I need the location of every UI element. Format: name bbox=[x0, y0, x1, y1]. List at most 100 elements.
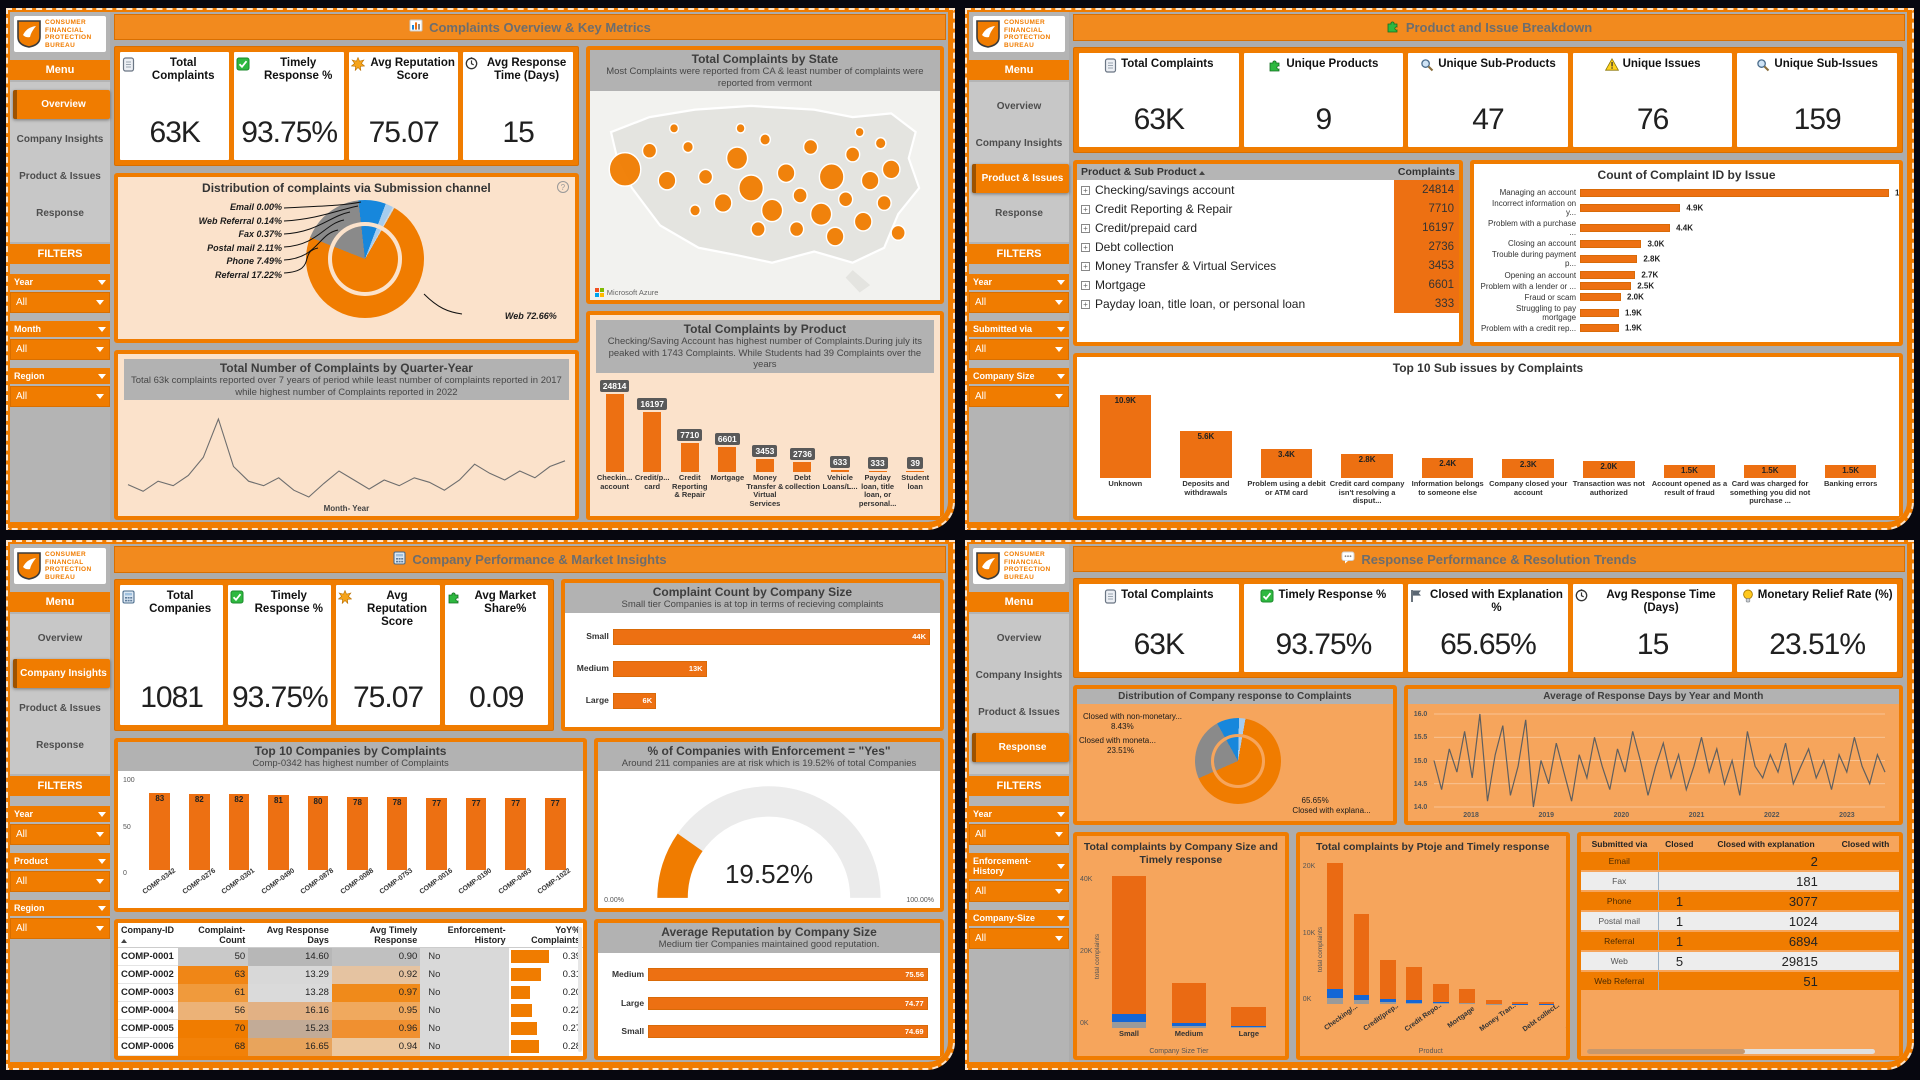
bar[interactable] bbox=[505, 798, 526, 870]
bar[interactable] bbox=[1580, 324, 1619, 333]
sidebar-item-response[interactable]: Response bbox=[995, 208, 1043, 219]
bar[interactable] bbox=[680, 443, 699, 472]
state-bubble[interactable] bbox=[713, 192, 733, 214]
hbar-row[interactable]: Problem with a lender or ... 2.5K bbox=[1480, 282, 1889, 291]
bar[interactable] bbox=[1580, 308, 1619, 317]
column-group[interactable]: 83 bbox=[140, 777, 180, 870]
table-row[interactable]: + Debt collection 2736 bbox=[1077, 237, 1460, 256]
hbar-row[interactable]: Small 74.69 bbox=[602, 1025, 928, 1039]
bar[interactable] bbox=[1580, 239, 1642, 248]
column-group[interactable]: 2736 bbox=[784, 380, 822, 472]
column-group[interactable]: 5.6K bbox=[1166, 386, 1247, 478]
sidebar-item-company-insights[interactable]: Company Insights bbox=[975, 138, 1063, 149]
table-row[interactable]: + Checking/savings account 24814 bbox=[1077, 180, 1460, 199]
bar[interactable]: 13K bbox=[612, 660, 707, 677]
table-row[interactable]: COMP-0005 70 15.23 0.96 No 0.27 bbox=[118, 1019, 583, 1038]
filter-dropdown-year[interactable]: All bbox=[10, 292, 110, 313]
state-bubble[interactable] bbox=[608, 151, 642, 187]
hbar-row[interactable]: Closing an account 3.0K bbox=[1480, 239, 1889, 248]
bar[interactable] bbox=[1824, 465, 1877, 478]
filter-dropdown-company-size[interactable]: All bbox=[969, 386, 1069, 407]
kpi-card-total-complaints[interactable]: Total Complaints 63K bbox=[1079, 584, 1239, 672]
table-row[interactable]: + Credit Reporting & Repair 7710 bbox=[1077, 199, 1460, 218]
column-header[interactable]: Closed bbox=[1665, 839, 1694, 849]
sidebar-item-company-insights[interactable]: Company Insights bbox=[975, 670, 1063, 681]
column-header[interactable]: Avg Response Days bbox=[248, 923, 332, 948]
state-bubble[interactable] bbox=[688, 204, 701, 217]
table-row[interactable]: Email 2 bbox=[1580, 852, 1899, 872]
kpi-card-closed-with-explanation-[interactable]: Closed with Explanation % 65.65% bbox=[1408, 584, 1568, 672]
column-group[interactable]: 77 bbox=[456, 777, 496, 870]
v-scrollbar[interactable] bbox=[578, 927, 583, 1052]
state-bubble[interactable] bbox=[818, 163, 845, 191]
kpi-card-timely-response-[interactable]: Timely Response % 93.75% bbox=[234, 52, 344, 160]
bar[interactable] bbox=[605, 393, 624, 472]
state-bubble[interactable] bbox=[737, 174, 764, 202]
sidebar-item-product-issues[interactable]: Product & Issues bbox=[19, 171, 101, 182]
kpi-card-avg-market-share-[interactable]: Avg Market Share% 0.09 bbox=[444, 585, 548, 725]
sidebar-item-overview[interactable]: Overview bbox=[13, 90, 110, 119]
column-group[interactable]: 24814 bbox=[596, 379, 634, 472]
state-bubble[interactable] bbox=[750, 220, 766, 238]
column-header[interactable]: YoY% Complaints bbox=[508, 923, 584, 948]
bar[interactable] bbox=[347, 797, 368, 870]
table-row[interactable]: COMP-0003 61 13.28 0.97 No 0.20 bbox=[118, 983, 583, 1002]
state-bubble[interactable] bbox=[792, 187, 808, 204]
kpi-card-unique-sub-products[interactable]: Unique Sub-Products 47 bbox=[1408, 53, 1568, 147]
state-bubble[interactable] bbox=[890, 224, 906, 242]
column-group[interactable]: 77 bbox=[417, 777, 457, 870]
column-group[interactable]: 10.9K bbox=[1085, 386, 1166, 478]
bar[interactable]: 44K bbox=[612, 628, 930, 645]
kpi-card-unique-issues[interactable]: Unique Issues 76 bbox=[1572, 53, 1733, 147]
kpi-card-avg-reputation-score[interactable]: Avg Reputation Score 75.07 bbox=[348, 52, 459, 160]
filter-dropdown-company-size[interactable]: All bbox=[969, 928, 1069, 949]
sidebar-item-response[interactable]: Response bbox=[36, 208, 84, 219]
bar[interactable] bbox=[1583, 461, 1635, 478]
state-bubble[interactable] bbox=[760, 198, 784, 223]
column-header[interactable]: Product & Sub Product bbox=[1077, 164, 1394, 180]
hbar-row[interactable]: Medium 75.56 bbox=[602, 968, 928, 982]
hbar-row[interactable]: Incorrect information on y... 4.9K bbox=[1480, 199, 1889, 217]
donut-chart[interactable] bbox=[306, 200, 424, 318]
state-bubble[interactable] bbox=[668, 122, 679, 134]
column-group[interactable] bbox=[1375, 863, 1401, 1004]
table-row[interactable]: Web 5 29815 bbox=[1580, 951, 1899, 972]
sidebar-item-overview[interactable]: Overview bbox=[996, 101, 1042, 112]
state-bubble[interactable] bbox=[854, 126, 865, 138]
bar[interactable] bbox=[386, 797, 408, 870]
bar[interactable] bbox=[1353, 913, 1370, 1004]
bar[interactable]: 74.77 bbox=[648, 996, 928, 1010]
bar[interactable] bbox=[465, 798, 487, 870]
filter-dropdown-product[interactable]: All bbox=[10, 871, 110, 892]
column-group[interactable]: 77 bbox=[496, 777, 536, 870]
expand-icon[interactable]: + bbox=[1081, 204, 1090, 214]
bar[interactable] bbox=[793, 461, 812, 472]
state-bubble[interactable] bbox=[657, 170, 677, 191]
state-bubble[interactable] bbox=[735, 122, 746, 134]
expand-icon[interactable]: + bbox=[1081, 280, 1090, 290]
state-bubble[interactable] bbox=[844, 146, 861, 163]
bar[interactable] bbox=[643, 411, 662, 472]
column-group[interactable]: 81 bbox=[259, 777, 299, 870]
bar[interactable] bbox=[1379, 960, 1396, 1004]
column-group[interactable]: 77 bbox=[535, 777, 575, 870]
column-group[interactable] bbox=[1507, 863, 1533, 1004]
table-row[interactable]: + Credit/prepaid card 16197 bbox=[1077, 218, 1460, 237]
column-group[interactable]: 7710 bbox=[671, 380, 709, 472]
bar[interactable] bbox=[1171, 983, 1207, 1028]
state-bubble[interactable] bbox=[881, 159, 901, 180]
filter-dropdown-submitted-via[interactable]: All bbox=[969, 339, 1069, 360]
bar[interactable]: 75.56 bbox=[648, 968, 928, 982]
filter-dropdown-year[interactable]: All bbox=[969, 824, 1069, 845]
bar[interactable] bbox=[718, 447, 737, 472]
kpi-card-timely-response-[interactable]: Timely Response % 93.75% bbox=[1243, 584, 1404, 672]
column-group[interactable]: 82 bbox=[180, 777, 220, 870]
bar[interactable] bbox=[268, 794, 289, 870]
hbar-row[interactable]: Problem with a purchase ... 4.4K bbox=[1480, 219, 1889, 237]
kpi-card-unique-sub-issues[interactable]: Unique Sub-Issues 159 bbox=[1737, 53, 1897, 147]
kpi-card-total-complaints[interactable]: Total Complaints 63K bbox=[1079, 53, 1239, 147]
table-row[interactable]: Fax 181 bbox=[1580, 871, 1899, 892]
bar[interactable] bbox=[307, 795, 329, 870]
bar[interactable] bbox=[1580, 188, 1889, 197]
column-group[interactable] bbox=[1322, 863, 1348, 1004]
